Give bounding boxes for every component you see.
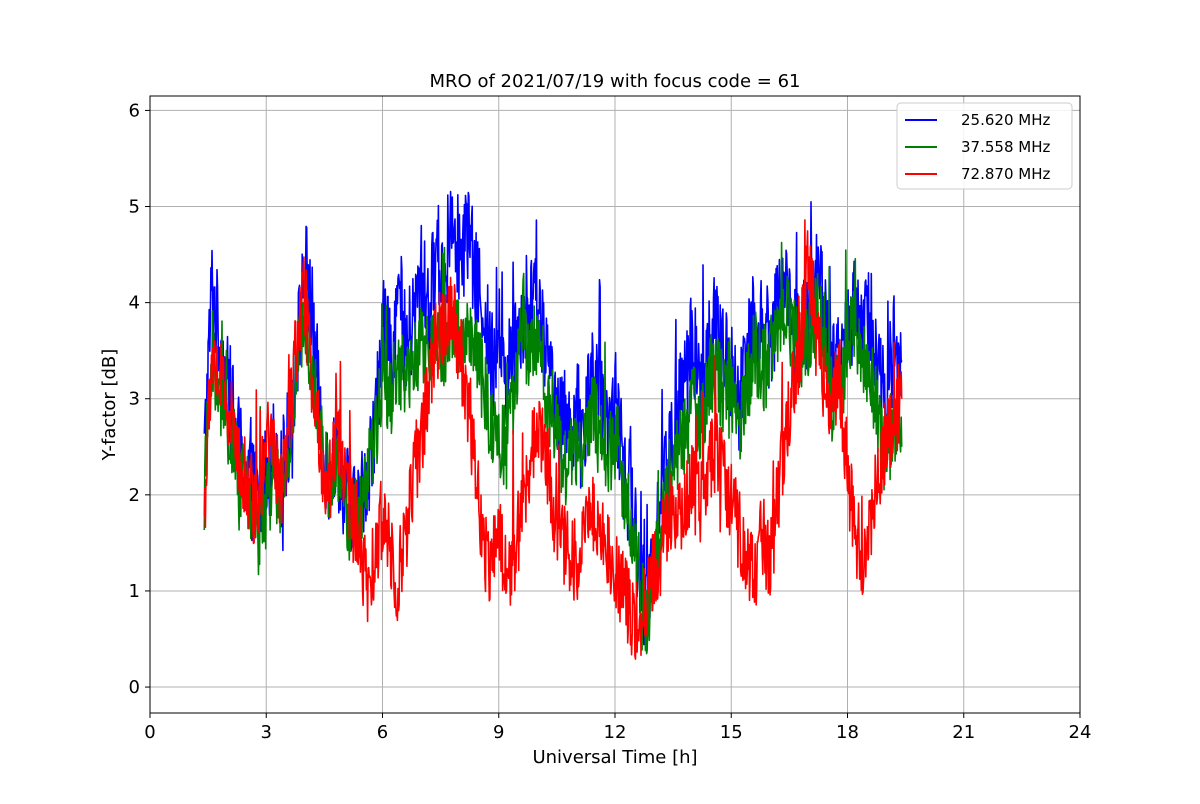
x-tick-label: 18: [836, 722, 859, 743]
x-tick-label: 9: [493, 722, 504, 743]
x-axis-label: Universal Time [h]: [532, 747, 697, 768]
x-tick-label: 24: [1069, 722, 1092, 743]
series-layer: [203, 190, 903, 660]
y-tick-label: 4: [129, 293, 140, 314]
x-tick-label: 21: [952, 722, 975, 743]
y-axis-label: Y-factor [dB]: [99, 349, 120, 462]
x-tick-label: 12: [604, 722, 627, 743]
legend-label: 37.558 MHz: [961, 138, 1050, 156]
x-tick-label: 6: [377, 722, 388, 743]
legend: 25.620 MHz 37.558 MHz 72.870 MHz: [896, 102, 1073, 190]
legend-label: 72.870 MHz: [961, 165, 1050, 183]
y-tick-label: 3: [129, 389, 140, 410]
y-tick-label: 1: [129, 581, 140, 602]
series-line-2: [203, 241, 903, 655]
x-tick-label: 15: [720, 722, 743, 743]
series-line-3: [203, 219, 903, 660]
x-tick-label: 3: [261, 722, 272, 743]
y-tick-label: 0: [129, 677, 140, 698]
chart-title: MRO of 2021/07/19 with focus code = 61: [430, 71, 801, 92]
y-tick-label: 6: [129, 100, 140, 121]
x-tick-label: 0: [144, 722, 155, 743]
legend-label: 25.620 MHz: [961, 111, 1050, 129]
legend-box: [896, 102, 1073, 190]
y-tick-label: 5: [129, 197, 140, 218]
y-tick-label: 2: [129, 485, 140, 506]
